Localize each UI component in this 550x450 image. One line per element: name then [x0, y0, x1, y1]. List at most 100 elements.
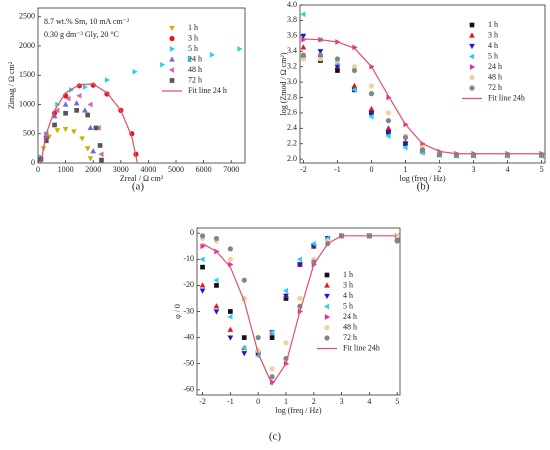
x-tick-label: 4	[367, 397, 371, 406]
point	[54, 128, 61, 134]
point	[351, 64, 358, 70]
point	[317, 56, 324, 62]
point	[227, 335, 234, 341]
x-axis-label: log (freq / Hz)	[400, 174, 446, 183]
legend-label: 72 h	[488, 83, 502, 92]
point	[368, 91, 375, 97]
point	[241, 335, 247, 340]
legend-label: 48 h	[188, 65, 202, 74]
x-axis-label: Zreal / Ω cm²	[120, 174, 164, 183]
point	[402, 144, 408, 151]
point	[470, 151, 477, 158]
point	[385, 133, 391, 139]
point	[228, 309, 233, 314]
y-tick-label: -60	[183, 385, 194, 394]
legend-swatch	[469, 32, 475, 38]
panel-label: (b)	[417, 181, 430, 193]
legend-label: Fit line 24h	[488, 93, 525, 102]
legend-label: 3 h	[188, 33, 198, 42]
point	[368, 83, 375, 89]
legend-swatch	[468, 53, 475, 60]
x-tick-label: 0	[256, 397, 260, 406]
point	[300, 11, 306, 18]
point	[436, 151, 443, 157]
point	[282, 287, 289, 294]
point	[99, 157, 104, 163]
point	[87, 101, 93, 108]
point	[351, 67, 358, 74]
point	[187, 56, 193, 62]
point	[209, 51, 215, 58]
point	[385, 125, 392, 131]
point	[213, 303, 220, 309]
y-tick-label: 3.8	[287, 15, 297, 24]
x-tick-label: -1	[227, 397, 234, 406]
x-tick-label: 3	[340, 397, 344, 406]
point	[269, 335, 275, 340]
point	[65, 95, 71, 102]
point	[335, 68, 340, 73]
point	[62, 126, 69, 133]
legend-swatch	[469, 64, 476, 70]
point	[85, 112, 91, 118]
x-tick-label: 2	[438, 165, 442, 174]
point	[237, 46, 243, 52]
x-tick-label: 2000	[85, 165, 101, 174]
x-tick-label: -2	[300, 165, 307, 174]
legend-label: Fit line 24 h	[188, 86, 227, 95]
fit-line	[303, 38, 542, 155]
x-tick-label: 5000	[168, 165, 184, 174]
annotation: 8.7 wt.% Sm, 10 mA cm⁻²	[44, 17, 130, 26]
y-tick-label: 500	[23, 129, 35, 138]
legend-swatch	[168, 67, 175, 73]
legend-swatch	[169, 35, 175, 42]
point	[394, 238, 400, 244]
point	[104, 77, 111, 83]
point	[200, 243, 206, 250]
legend-label: 48 h	[343, 322, 357, 331]
y-tick-label: 2.4	[287, 123, 297, 132]
point	[38, 157, 44, 162]
point	[385, 118, 392, 124]
point	[352, 44, 358, 51]
point	[227, 246, 233, 252]
legend-swatch	[323, 303, 330, 310]
point	[199, 282, 206, 288]
point	[87, 156, 94, 162]
y-tick-label: 1000	[19, 99, 35, 108]
legend-label: 24 h	[343, 312, 357, 321]
point	[283, 293, 289, 299]
point	[51, 113, 58, 119]
point	[199, 288, 206, 294]
point	[227, 313, 233, 320]
point	[93, 125, 99, 131]
point	[54, 107, 60, 114]
y-tick-label: 2500	[19, 12, 35, 21]
y-tick-label: -40	[183, 332, 194, 341]
point	[368, 105, 375, 112]
point	[255, 334, 261, 341]
y-tick-label: 3.4	[287, 46, 297, 55]
point	[71, 129, 77, 135]
point	[227, 326, 234, 332]
point	[402, 141, 409, 147]
legend-swatch	[169, 25, 175, 32]
x-tick-label: 7000	[223, 165, 239, 174]
x-tick-label: -1	[334, 165, 341, 174]
point	[76, 92, 82, 99]
y-tick-label: -50	[183, 359, 194, 368]
legend-swatch	[469, 85, 475, 91]
x-tick-label: 4000	[140, 165, 156, 174]
point	[538, 151, 545, 158]
point	[296, 256, 302, 263]
point	[269, 366, 275, 372]
legend-label: 3 h	[488, 30, 498, 39]
point	[504, 151, 511, 158]
x-tick-label: 3000	[113, 165, 129, 174]
fit-line	[202, 235, 398, 386]
point	[73, 100, 80, 106]
point	[453, 151, 460, 158]
x-axis-label: log (freq / Hz)	[276, 406, 322, 415]
point	[368, 110, 375, 117]
